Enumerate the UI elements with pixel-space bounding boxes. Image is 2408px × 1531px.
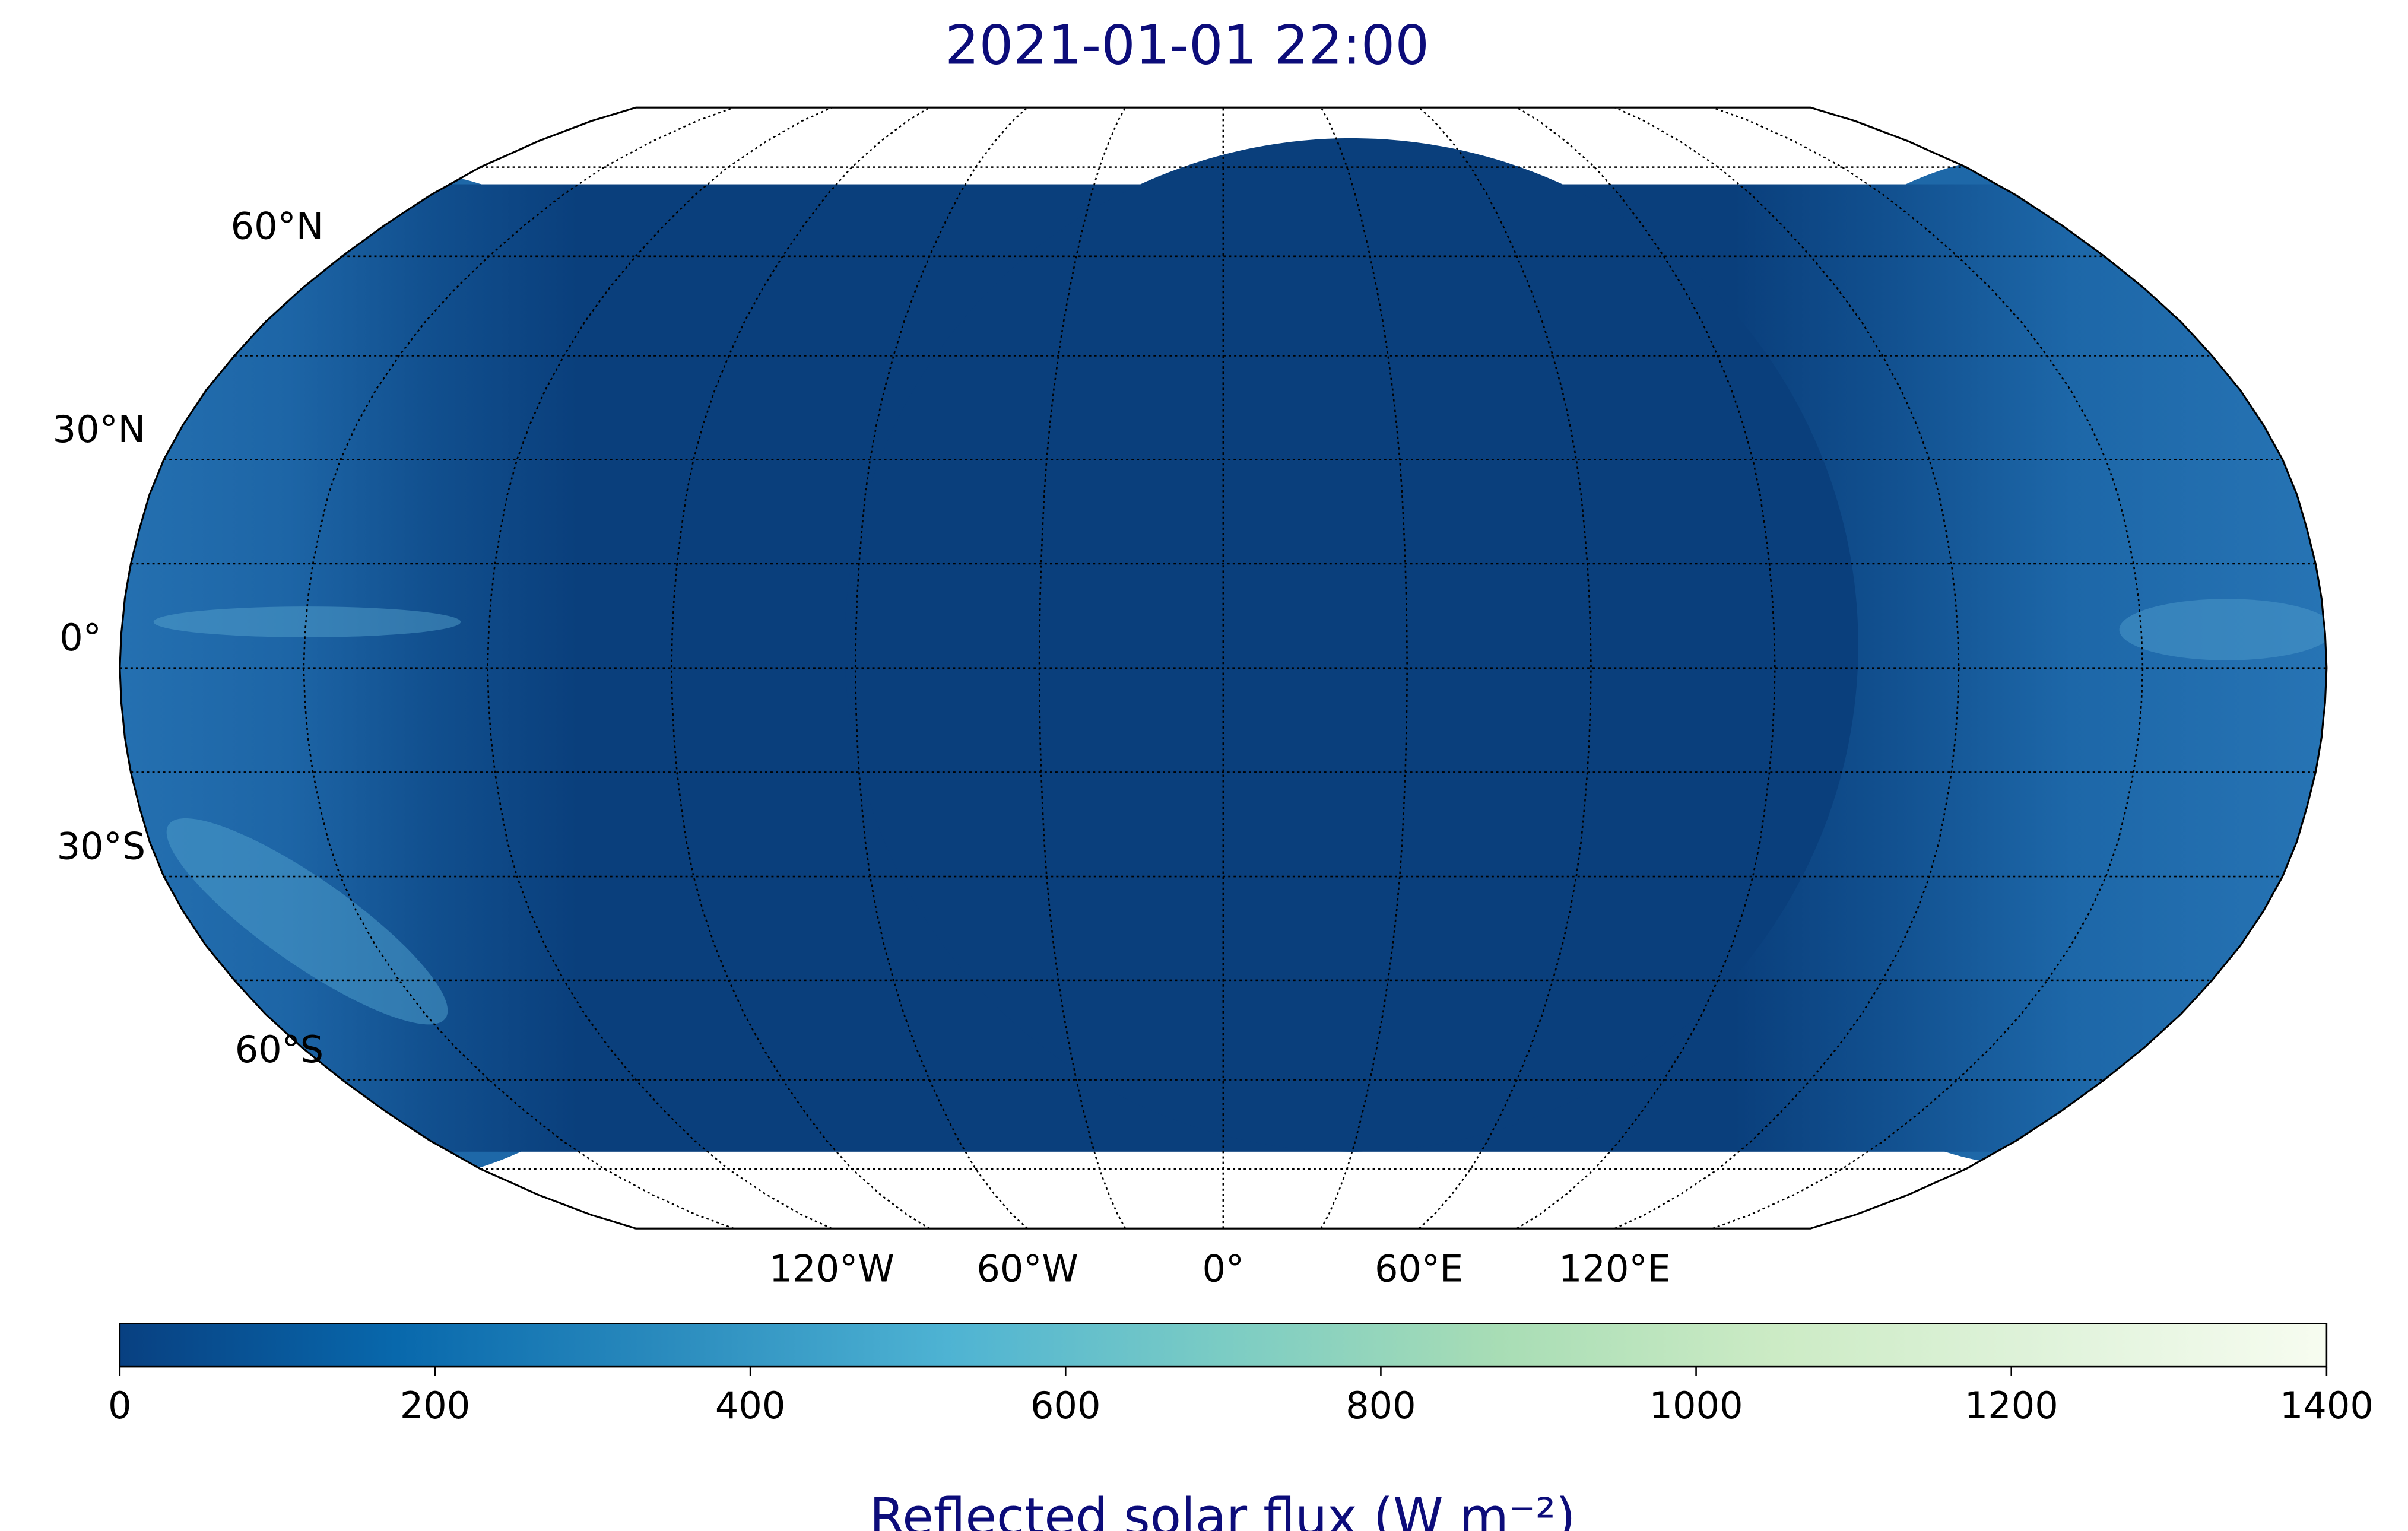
colorbar-tick-label: 400	[715, 1384, 786, 1427]
cloud-band	[166, 818, 448, 1025]
lat-label: 30°N	[53, 408, 146, 451]
colorbar-tick-label: 1000	[1649, 1384, 1743, 1427]
night-side	[845, 138, 1858, 1152]
lon-label: 120°E	[1559, 1247, 1671, 1291]
colorbar-tick-label: 600	[1030, 1384, 1101, 1427]
colorbar-tick-label: 800	[1346, 1384, 1416, 1427]
meridian	[1418, 107, 1592, 1229]
cloud-band	[153, 606, 461, 637]
lat-label: 0°	[59, 616, 101, 659]
meridian	[487, 107, 832, 1229]
meridian	[1516, 107, 1776, 1229]
meridian	[671, 107, 930, 1229]
meridian	[1038, 107, 1127, 1229]
colorbar-tick-label: 1400	[2280, 1384, 2374, 1427]
colorbar	[119, 1323, 2328, 1368]
title: 2021-01-01 22:00	[945, 15, 1429, 77]
colorbar-tick-label: 200	[400, 1384, 471, 1427]
colorbar-tick-label: 0	[108, 1384, 132, 1427]
colorbar-tick-label: 1200	[1965, 1384, 2058, 1427]
meridian	[1614, 107, 1960, 1229]
meridian	[1712, 107, 2144, 1229]
lat-label: 60°N	[231, 204, 324, 247]
lon-label: 120°W	[769, 1247, 894, 1291]
meridian	[854, 107, 1028, 1229]
lon-label: 60°E	[1375, 1247, 1463, 1291]
colorbar-label: Reflected solar flux (W m⁻²)	[870, 1488, 1576, 1531]
meridian	[303, 107, 734, 1229]
lon-label: 0°	[1203, 1247, 1245, 1291]
map-border	[119, 106, 2328, 1230]
meridian	[1320, 107, 1408, 1229]
lat-label: 60°S	[235, 1028, 323, 1071]
lon-label: 60°W	[976, 1247, 1078, 1291]
cloud-band	[2119, 599, 2327, 660]
lat-label: 30°S	[57, 825, 145, 868]
